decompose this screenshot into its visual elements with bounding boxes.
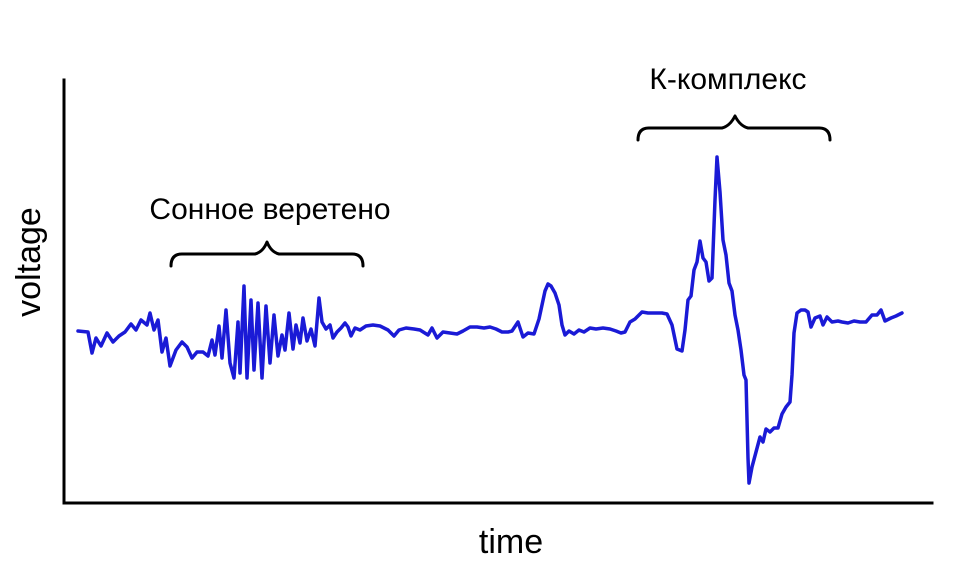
eeg-signal-trace — [76, 155, 904, 485]
k-complex-brace — [636, 114, 832, 142]
axes — [62, 78, 934, 505]
spindle-brace — [169, 240, 365, 268]
k-complex-label: К-комплекс — [649, 63, 806, 96]
x-axis-label: time — [479, 523, 543, 561]
spindle-label: Сонное веретено — [149, 193, 390, 226]
y-axis-label: voltage — [10, 207, 48, 317]
